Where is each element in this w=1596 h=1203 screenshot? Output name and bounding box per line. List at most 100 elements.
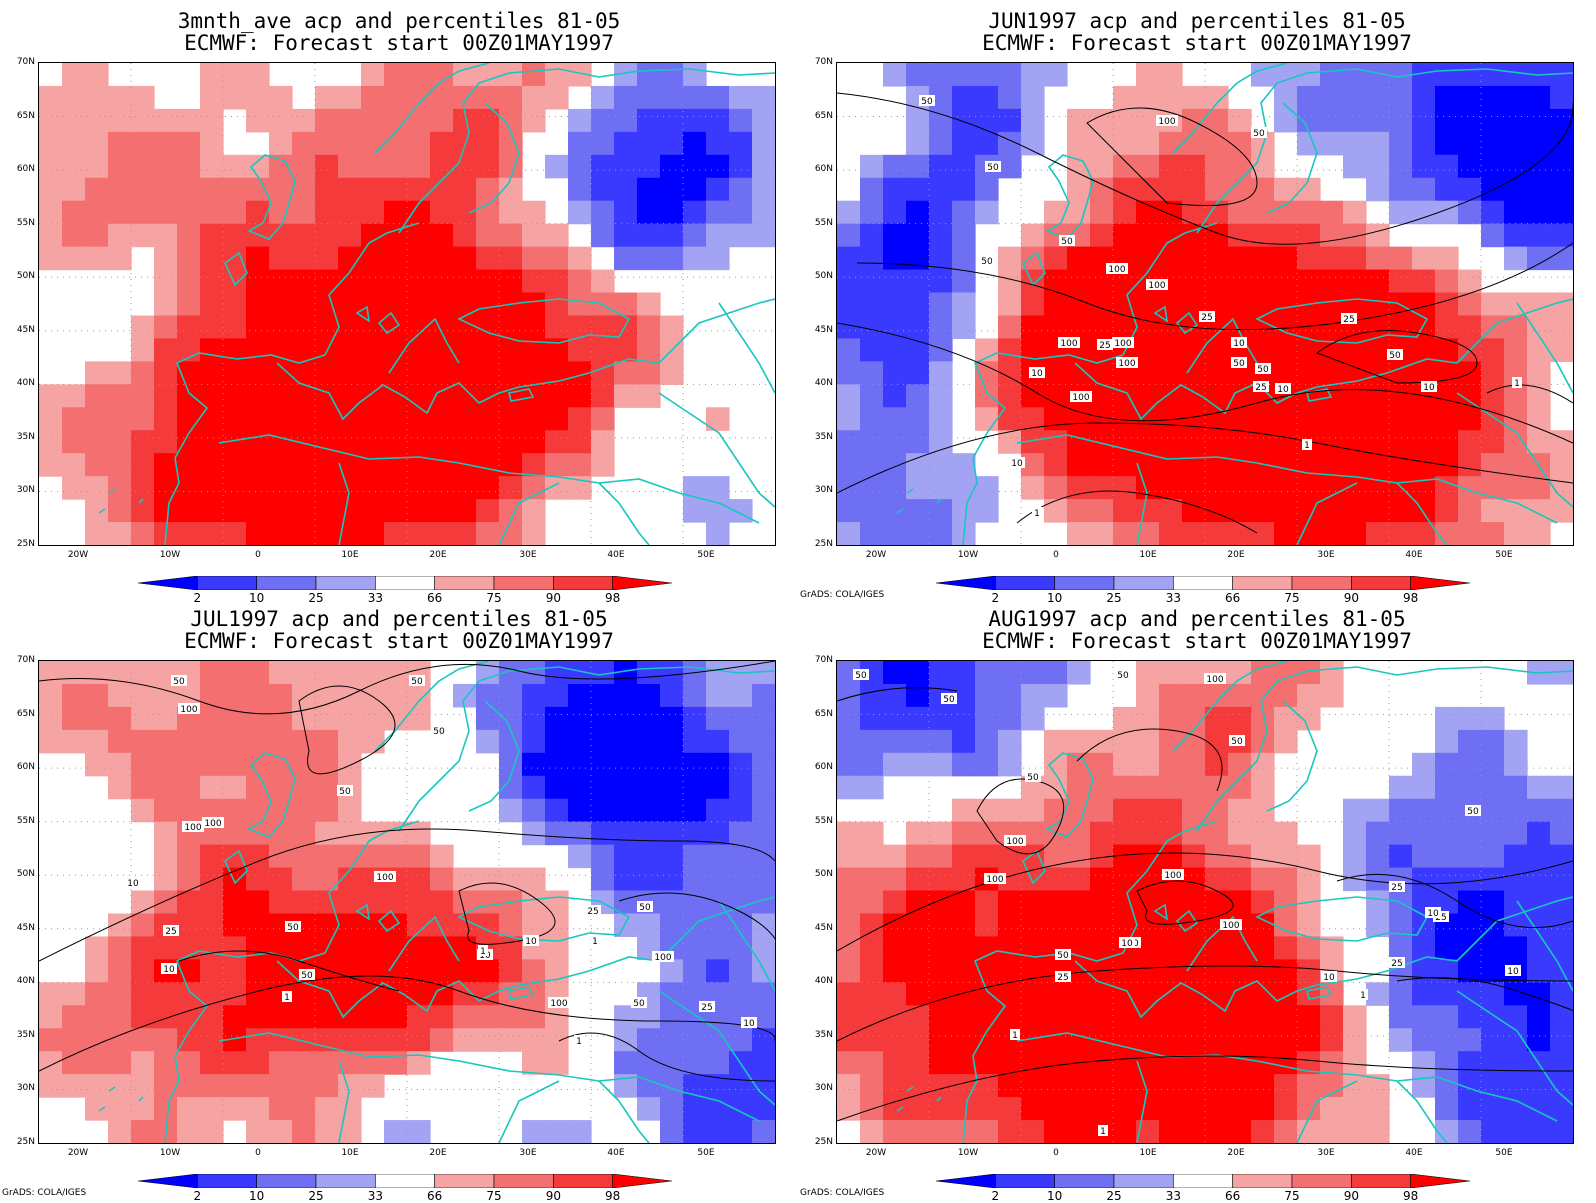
shade-cell [1067,407,1091,431]
shade-cell [338,269,362,294]
panel-subtitle: ECMWF: Forecast start 00Z01MAY1997 [982,31,1412,55]
shade-cell [1251,1097,1275,1121]
shade-cell [522,292,546,317]
shade-cell [200,1005,224,1029]
shade-cell [384,476,408,500]
shade-cell [1090,867,1114,892]
shade-cell [637,706,661,731]
shade-cell [1136,85,1160,110]
shade-cell [929,499,953,523]
shade-cell [1205,476,1229,500]
coastline [1296,482,1358,545]
shade-cell [1182,706,1206,731]
shade-cell [1343,1074,1367,1098]
shade-cell [1458,706,1482,731]
shade-cell [1159,1097,1183,1121]
shade-cell [1159,775,1183,800]
shade-cell [1136,1028,1160,1052]
shade-cell [637,683,661,708]
contour-label-text: 50 [943,695,955,705]
shade-cell [1504,522,1528,545]
shade-cell [39,384,63,408]
shade-cell [998,683,1022,708]
shade-cell [62,430,86,454]
shade-cell [315,177,339,202]
shade-cell [1021,936,1045,960]
shade-cell [384,108,408,133]
shade-cell [614,63,638,87]
shade-cell [361,269,385,294]
shade-cell [906,821,930,846]
shade-cell [315,867,339,892]
coastline [1074,956,1458,1019]
shade-cell [361,1074,385,1098]
contour-label: 25 [1341,313,1357,325]
shade-cell [752,959,775,983]
shade-cell [998,269,1022,294]
shade-cell [1320,269,1344,294]
shade-cell [1113,407,1137,431]
shade-cell [292,775,316,800]
shade-cell [1274,430,1298,454]
shade-cell [522,706,546,731]
shade-cell [154,131,178,156]
shade-cell [591,453,615,477]
shade-cell [407,499,431,523]
contour-label: 50 [409,675,425,687]
shade-cell [1412,1051,1436,1075]
shade-cell [476,522,500,545]
shade-cell [1113,453,1137,477]
contour-label-text: 100 [1222,921,1239,931]
shade-cell [108,752,132,777]
shade-cell [246,63,270,87]
contour-label: 10 [1421,381,1437,393]
shade-cell [998,982,1022,1006]
shade-cell [1527,959,1551,983]
coastline [457,298,631,344]
lat-label: 25N [814,539,833,549]
contour-label: 10 [1425,907,1441,919]
shade-cell [1251,407,1275,431]
shade-cell [1044,63,1068,87]
shade-cell [200,1074,224,1098]
contour-label-text: 100 [1006,837,1023,847]
shade-cell [108,177,132,202]
shade-cell [614,85,638,110]
shade-cell [315,752,339,777]
contour-label: 1 [1098,1125,1108,1137]
shade-cell [361,522,385,545]
colorbar-label: 90 [1343,591,1359,605]
shade-cell [568,338,592,362]
shade-cell [568,315,592,340]
coastline [355,305,371,323]
shade-cell [338,430,362,454]
shade-cell [975,384,999,408]
shade-cell [315,223,339,248]
shade-cell [952,223,976,248]
shade-cell [1504,154,1528,179]
shade-cell [1320,200,1344,225]
shade-cell [1067,982,1091,1006]
shade-cell [952,499,976,523]
shade-cell [177,1028,201,1052]
shade-cell [1182,430,1206,454]
shade-cell [1527,499,1551,523]
shade-cell [177,453,201,477]
shade-cell [1182,361,1206,385]
shade-cell [1366,361,1390,385]
grads-credit: GrADS: COLA/IGES [800,590,885,600]
contour-label-text: 100 [1158,117,1175,127]
shade-cell [1366,844,1390,869]
lat-label: 50N [16,869,35,880]
shade-cell [131,1074,155,1098]
shade-cell [752,223,775,248]
shade-cell [591,430,615,454]
shade-cell [476,361,500,385]
shade-cell [975,177,999,202]
shade-cell [223,63,247,87]
shade-cell [1067,959,1091,983]
shade-cell [476,338,500,362]
shade-cell [952,936,976,960]
shade-cell [246,821,270,846]
shade-cell [1481,775,1505,800]
